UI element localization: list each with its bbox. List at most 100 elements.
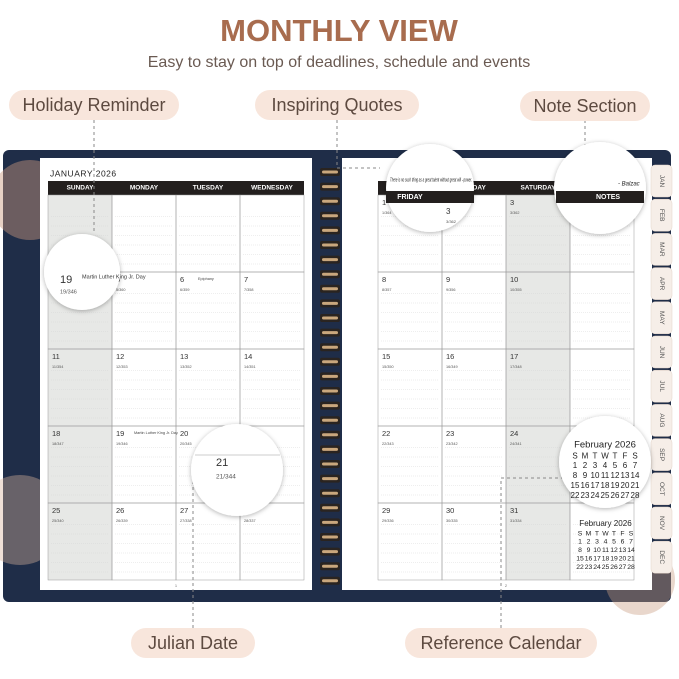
coil-wire — [322, 520, 338, 524]
month-tabs: JAN FEB MAR APR MAY JUN JUL AUG SEP OCT NOV DEC — [650, 164, 673, 574]
day-number: 11 — [52, 352, 60, 361]
day-number: 17 — [510, 352, 518, 361]
small-cal-day: 13 — [619, 547, 627, 554]
day-number: 13 — [180, 352, 188, 361]
coil-wire — [322, 447, 338, 451]
day-number: 19 — [116, 429, 124, 438]
holiday: Epiphany — [198, 277, 214, 281]
holiday: Martin Luther King Jr. Day — [134, 431, 178, 435]
julian-date: 3/362 — [510, 211, 520, 215]
coil-wire — [322, 301, 338, 305]
day-number: 27 — [180, 506, 188, 515]
day-number: 30 — [446, 506, 454, 515]
julian-date: 12/353 — [116, 365, 128, 369]
tab-label: MAR — [658, 242, 665, 257]
callout-label: Reference Calendar — [420, 633, 581, 653]
magnifier — [554, 142, 646, 234]
small-cal-day: 10 — [593, 547, 601, 554]
small-cal-weekday: S — [578, 531, 583, 538]
zoom-julian: 21/344 — [216, 474, 236, 481]
callout-pill — [405, 628, 597, 658]
coil-wire — [322, 331, 338, 335]
zoom-cal-day: 21 — [631, 481, 640, 490]
small-cal-day: 3 — [595, 539, 599, 546]
tab-label: JAN — [658, 175, 665, 188]
zoom-cal-weekday: F — [623, 452, 628, 461]
julian-date: 20/345 — [180, 442, 192, 446]
tab — [650, 301, 673, 335]
day-number: 22 — [382, 429, 390, 438]
small-cal-day: 9 — [587, 547, 591, 554]
zoom-cal-day: 24 — [591, 491, 600, 500]
small-cal-day: 2 — [587, 539, 591, 546]
small-cal-day: 22 — [576, 564, 584, 571]
tab-label: NOV — [658, 516, 665, 531]
coil-wire — [322, 185, 338, 189]
small-cal-weekday: M — [586, 531, 592, 538]
day-number: 29 — [382, 506, 390, 515]
zoom-cal-day: 14 — [631, 471, 640, 480]
zoom-cal-day: 23 — [581, 491, 590, 500]
small-cal-day: 26 — [610, 564, 618, 571]
day-number: 18 — [52, 429, 60, 438]
coil-wire — [322, 287, 338, 291]
coil-wire — [322, 243, 338, 247]
tab-label: DEC — [658, 550, 665, 564]
tab — [650, 267, 673, 300]
coil-wire — [322, 404, 338, 408]
julian-date: 11/354 — [52, 365, 63, 369]
title: MONTHLY VIEW — [220, 13, 458, 48]
day-number: 20 — [180, 429, 188, 438]
zoom-cal-day: 10 — [591, 471, 600, 480]
zoom-quote-author: - Balzac — [618, 182, 640, 188]
julian-date: 26/339 — [116, 519, 128, 523]
callout-label: Inspiring Quotes — [271, 95, 402, 115]
tab — [650, 404, 673, 437]
zoom-cal-day: 13 — [621, 471, 630, 480]
day-number: 9 — [446, 275, 450, 284]
day-number: 31 — [510, 506, 518, 515]
zoom-cal-weekday: W — [601, 452, 609, 461]
julian-date: 31/334 — [510, 519, 522, 523]
shaded-column — [506, 195, 570, 580]
zoom-cal-weekday: M — [582, 452, 589, 461]
magnifier — [44, 234, 120, 310]
callout-pill — [9, 90, 179, 120]
zoom-cal-day: 8 — [573, 471, 578, 480]
tab — [650, 540, 673, 574]
zoom-cal-day: 12 — [611, 471, 620, 480]
small-cal-day: 12 — [610, 547, 618, 554]
small-cal-day: 11 — [602, 547, 609, 554]
coil-wire — [322, 550, 338, 554]
coil-wire — [322, 491, 338, 495]
small-cal-day: 28 — [627, 564, 635, 571]
subtitle: Easy to stay on top of deadlines, schedu… — [148, 54, 530, 71]
page-number: 2 — [505, 583, 508, 588]
magnifiers: 19 Martin Luther King Jr. Day19/346FRIDAY… — [44, 142, 651, 516]
weekday-label: SUNDAY — [67, 185, 95, 192]
header-bar — [48, 181, 304, 195]
small-cal-day: 20 — [619, 556, 627, 563]
julian-date: 24/341 — [510, 442, 522, 446]
coil-wire — [322, 214, 338, 218]
callouts: Holiday Reminder Inspiring Quotes Note Sec… — [9, 90, 650, 658]
zoom-cal-day: 27 — [621, 491, 630, 500]
day-number: 16 — [446, 352, 454, 361]
julian-date: 13/352 — [180, 365, 192, 369]
zoom-cal-day: 11 — [601, 471, 610, 480]
day-number: 26 — [116, 506, 124, 515]
cell — [239, 502, 305, 581]
small-cal-day: 7 — [629, 539, 633, 546]
small-cal-day: 1 — [578, 539, 582, 546]
small-cal-day: 23 — [585, 564, 593, 571]
small-cal-day: 15 — [576, 556, 584, 563]
coil-wire — [322, 316, 338, 320]
tab-label: JUL — [658, 380, 665, 392]
zoom-cal-day: 3 — [593, 461, 598, 470]
page-number: 1 — [175, 583, 178, 588]
day-number: 7 — [244, 275, 248, 284]
julian-date: 15/350 — [382, 365, 394, 369]
day-number: 14 — [244, 352, 252, 361]
day-number: 10 — [510, 275, 518, 284]
zoom-cal-weekday: S — [632, 452, 637, 461]
